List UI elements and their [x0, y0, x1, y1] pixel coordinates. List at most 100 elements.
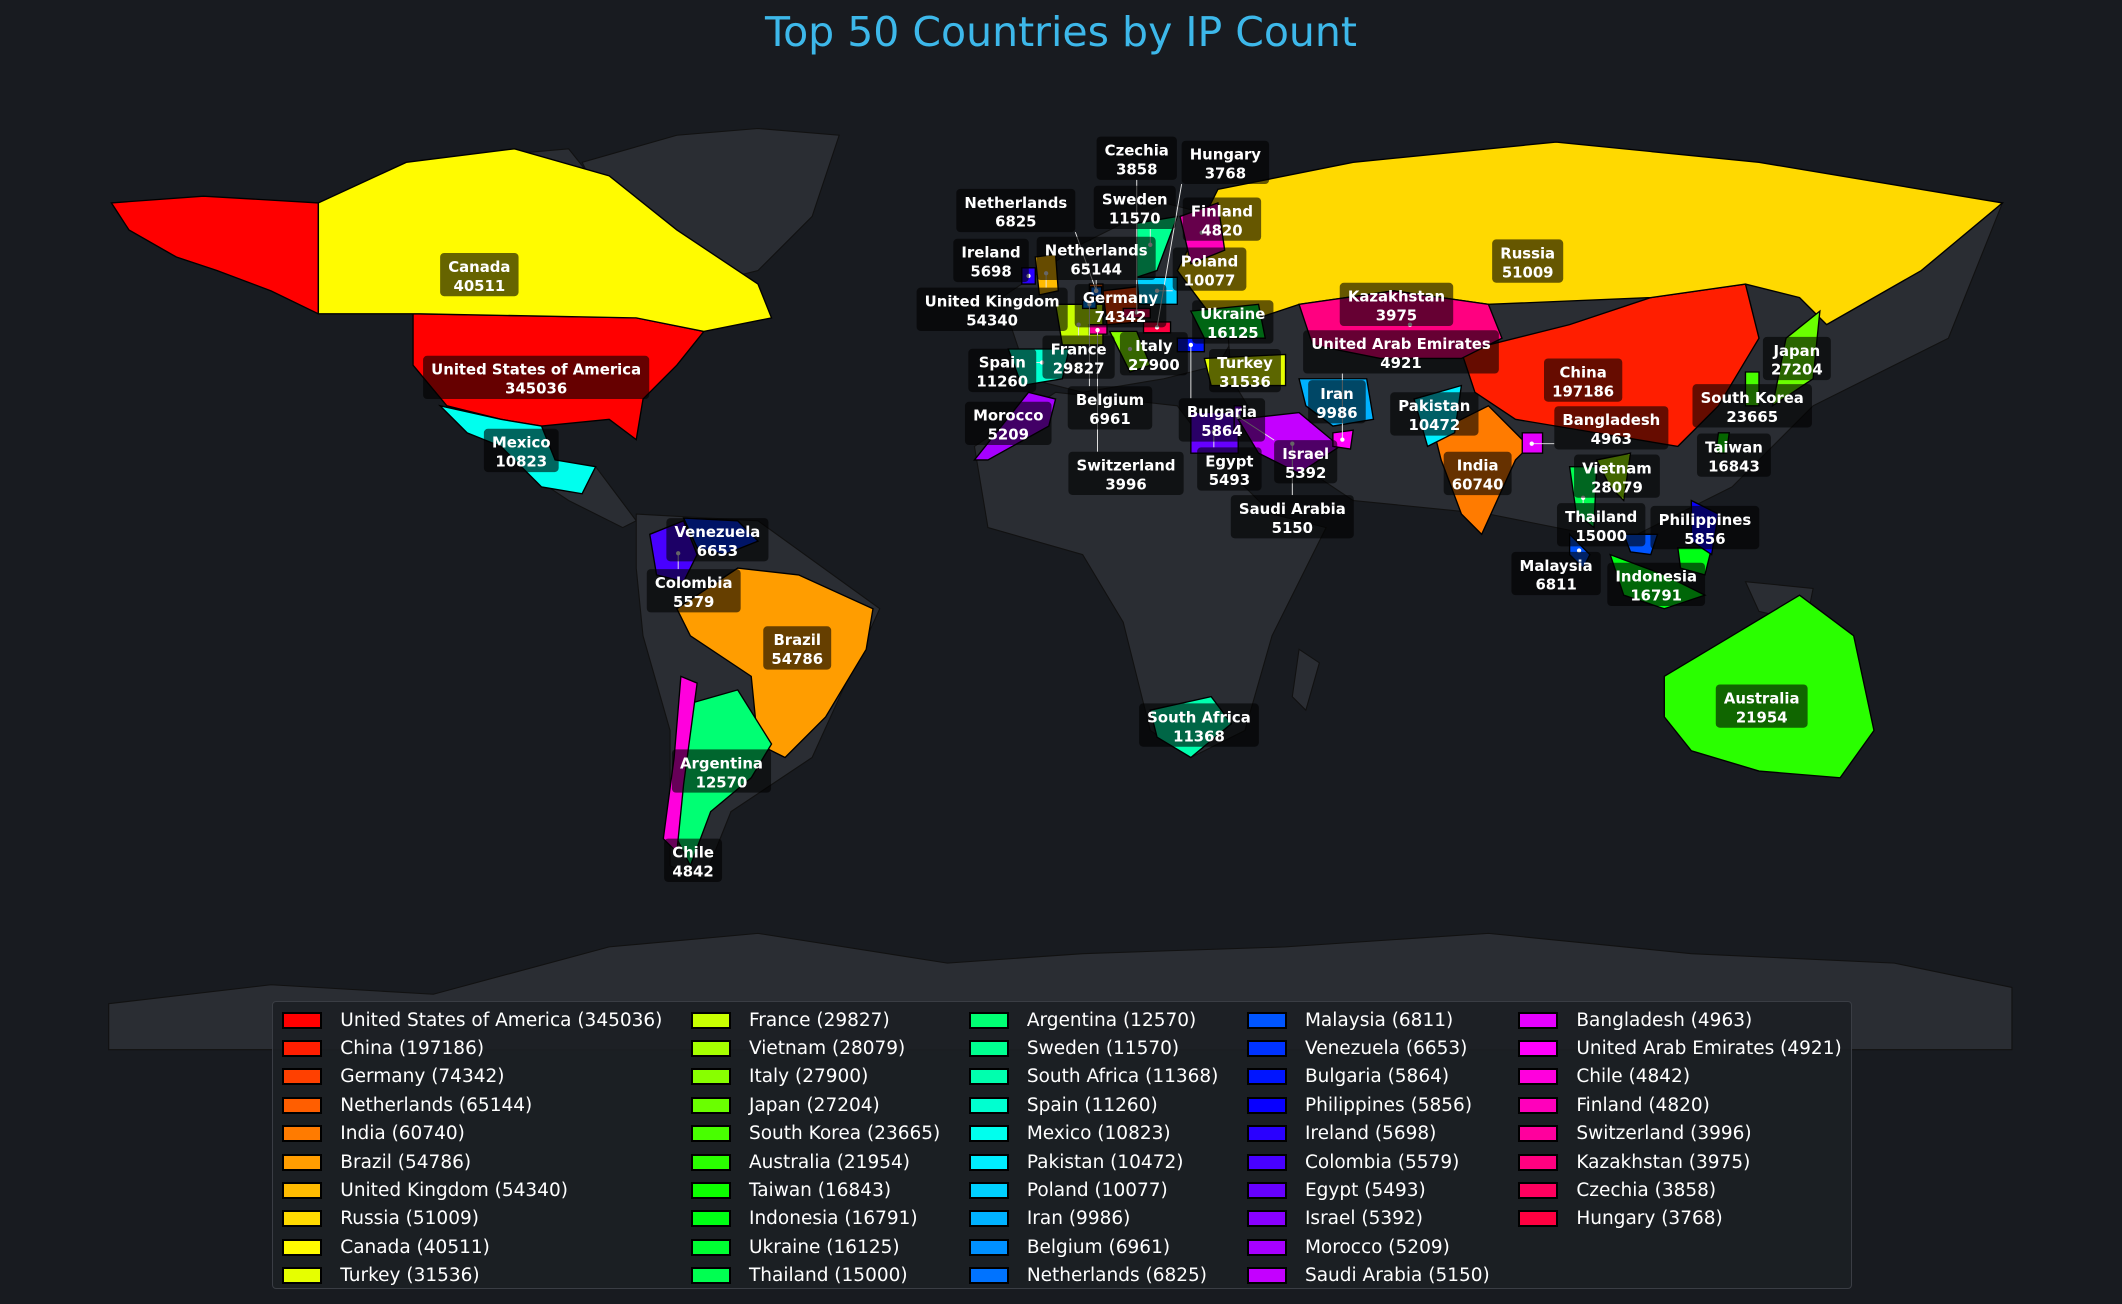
label-ip-count: 12570	[696, 773, 748, 791]
legend-label: Iran (9986)	[1026, 1208, 1131, 1230]
legend-swatch	[1246, 1125, 1287, 1143]
label-box	[1192, 300, 1274, 344]
label-country-name: India	[1457, 457, 1499, 475]
label-country-name: Spain	[979, 354, 1026, 372]
legend-swatch	[1518, 1181, 1559, 1199]
label-ip-count: 16125	[1207, 324, 1259, 342]
legend-label: Finland (4820)	[1576, 1094, 1710, 1116]
label-country-name: United Kingdom	[925, 293, 1060, 311]
label-box	[1574, 454, 1660, 498]
legend-label: United States of America (345036)	[340, 1009, 663, 1031]
label-ip-count: 5392	[1285, 464, 1326, 482]
legend-item: Pakistan (10472)	[968, 1148, 1183, 1176]
legend-item: Chile (4842)	[1518, 1063, 1690, 1091]
label-box	[1390, 392, 1479, 436]
legend-swatch	[282, 1181, 323, 1199]
legend-item: Finland (4820)	[1518, 1091, 1710, 1119]
label-box	[1696, 433, 1771, 477]
label-box	[1492, 239, 1564, 283]
legend-label: Ukraine (16125)	[748, 1236, 900, 1258]
label-country-name: Sweden	[1102, 191, 1168, 209]
label-box	[671, 749, 772, 793]
label-ip-count: 4963	[1591, 430, 1632, 448]
legend-item: South Korea (23665)	[690, 1120, 940, 1148]
legend-item: India (60740)	[282, 1120, 465, 1148]
legend-label: Argentina (12570)	[1026, 1009, 1197, 1031]
label-box	[956, 188, 1076, 233]
legend-swatch	[1246, 1238, 1287, 1256]
label-box	[1443, 451, 1512, 496]
legend-swatch	[1518, 1125, 1559, 1143]
leader-anchor	[1576, 548, 1582, 553]
label-ip-count: 16791	[1630, 587, 1682, 605]
label-ip-count: 51009	[1502, 263, 1554, 281]
legend-item: Italy (27900)	[690, 1063, 868, 1091]
label-ip-count: 11570	[1109, 210, 1161, 228]
legend-item: Sweden (11570)	[968, 1034, 1179, 1062]
legend-item: Mexico (10823)	[968, 1120, 1171, 1148]
legend-item: United States of America (345036)	[282, 1006, 662, 1034]
label-country-name: Kazakhstan	[1348, 288, 1445, 306]
label-country-name: Thailand	[1565, 508, 1637, 526]
label-box	[964, 401, 1052, 446]
legend-swatch	[690, 1068, 731, 1086]
label-box	[1093, 185, 1176, 229]
label-country-name: Colombia	[655, 574, 733, 592]
legend-swatch	[282, 1125, 323, 1143]
legend-swatch	[1246, 1153, 1287, 1171]
label-box	[440, 252, 519, 297]
label-country-name: Turkey	[1217, 354, 1273, 372]
country-united-states-of-america	[110, 195, 320, 315]
label-country-name: Argentina	[680, 754, 763, 772]
label-country-name: Saudi Arabia	[1239, 500, 1346, 518]
leader-anchor	[1529, 441, 1534, 446]
label-country-name: Netherlands	[964, 194, 1067, 212]
legend-label: Taiwan (16843)	[748, 1179, 892, 1201]
legend-item: Bangladesh (4963)	[1518, 1006, 1752, 1034]
label-country-name: Brazil	[773, 631, 821, 649]
legend-item: Switzerland (3996)	[1518, 1120, 1752, 1148]
legend-item: Venezuela (6653)	[1246, 1034, 1467, 1062]
legend-label: Kazakhstan (3975)	[1576, 1151, 1751, 1173]
leader-anchor	[1188, 342, 1194, 348]
legend-swatch	[1246, 1210, 1287, 1228]
legend-item: China (197186)	[282, 1034, 484, 1062]
legend-label: Indonesia (16791)	[748, 1208, 918, 1230]
legend-label: Canada (40511)	[340, 1236, 490, 1258]
label-ip-count: 65144	[1070, 261, 1122, 279]
label-ip-count: 6811	[1535, 576, 1576, 594]
legend-label: Israel (5392)	[1304, 1208, 1423, 1230]
legend-item: Thailand (15000)	[690, 1262, 908, 1290]
label-ip-count: 5856	[1684, 530, 1725, 548]
label-country-name: Germany	[1083, 289, 1159, 307]
legend-item: Ireland (5698)	[1246, 1120, 1436, 1148]
legend-item: Germany (74342)	[282, 1063, 504, 1091]
legend-item: France (29827)	[690, 1006, 890, 1034]
label-country-name: Japan	[1772, 342, 1820, 360]
legend-item: Colombia (5579)	[1246, 1148, 1459, 1176]
legend-swatch	[1518, 1153, 1559, 1171]
legend-label: Brazil (54786)	[340, 1151, 472, 1173]
label-ip-count: 16843	[1708, 457, 1760, 475]
label-box	[1042, 335, 1115, 379]
country-canada	[317, 148, 773, 333]
label-box	[1511, 551, 1601, 596]
legend-item: Ukraine (16125)	[690, 1233, 900, 1261]
legend-item: Turkey (31536)	[282, 1262, 480, 1290]
legend-swatch	[282, 1267, 323, 1285]
legend-swatch	[968, 1011, 1009, 1029]
